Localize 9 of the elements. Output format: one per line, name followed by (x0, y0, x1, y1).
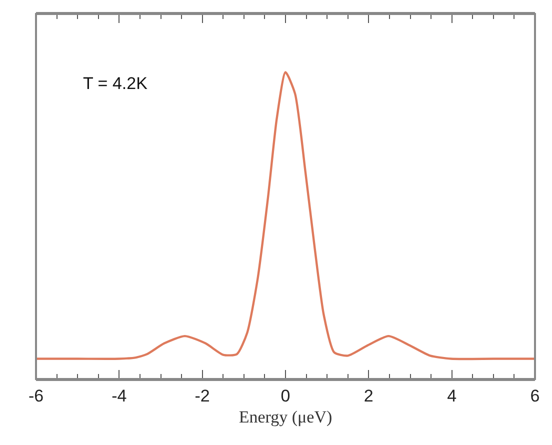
x-tick-label: -6 (28, 386, 44, 406)
x-tick-label: -4 (112, 386, 127, 406)
x-axis-title: Energy (μeV) (238, 407, 332, 426)
x-tick-label: 4 (447, 386, 457, 406)
x-tick-label: 2 (364, 386, 374, 406)
x-tick-label: 6 (530, 386, 540, 406)
x-tick-label: -2 (194, 386, 210, 406)
x-tick-label: 0 (280, 386, 290, 406)
annotation: T = 4.2K (83, 74, 148, 93)
